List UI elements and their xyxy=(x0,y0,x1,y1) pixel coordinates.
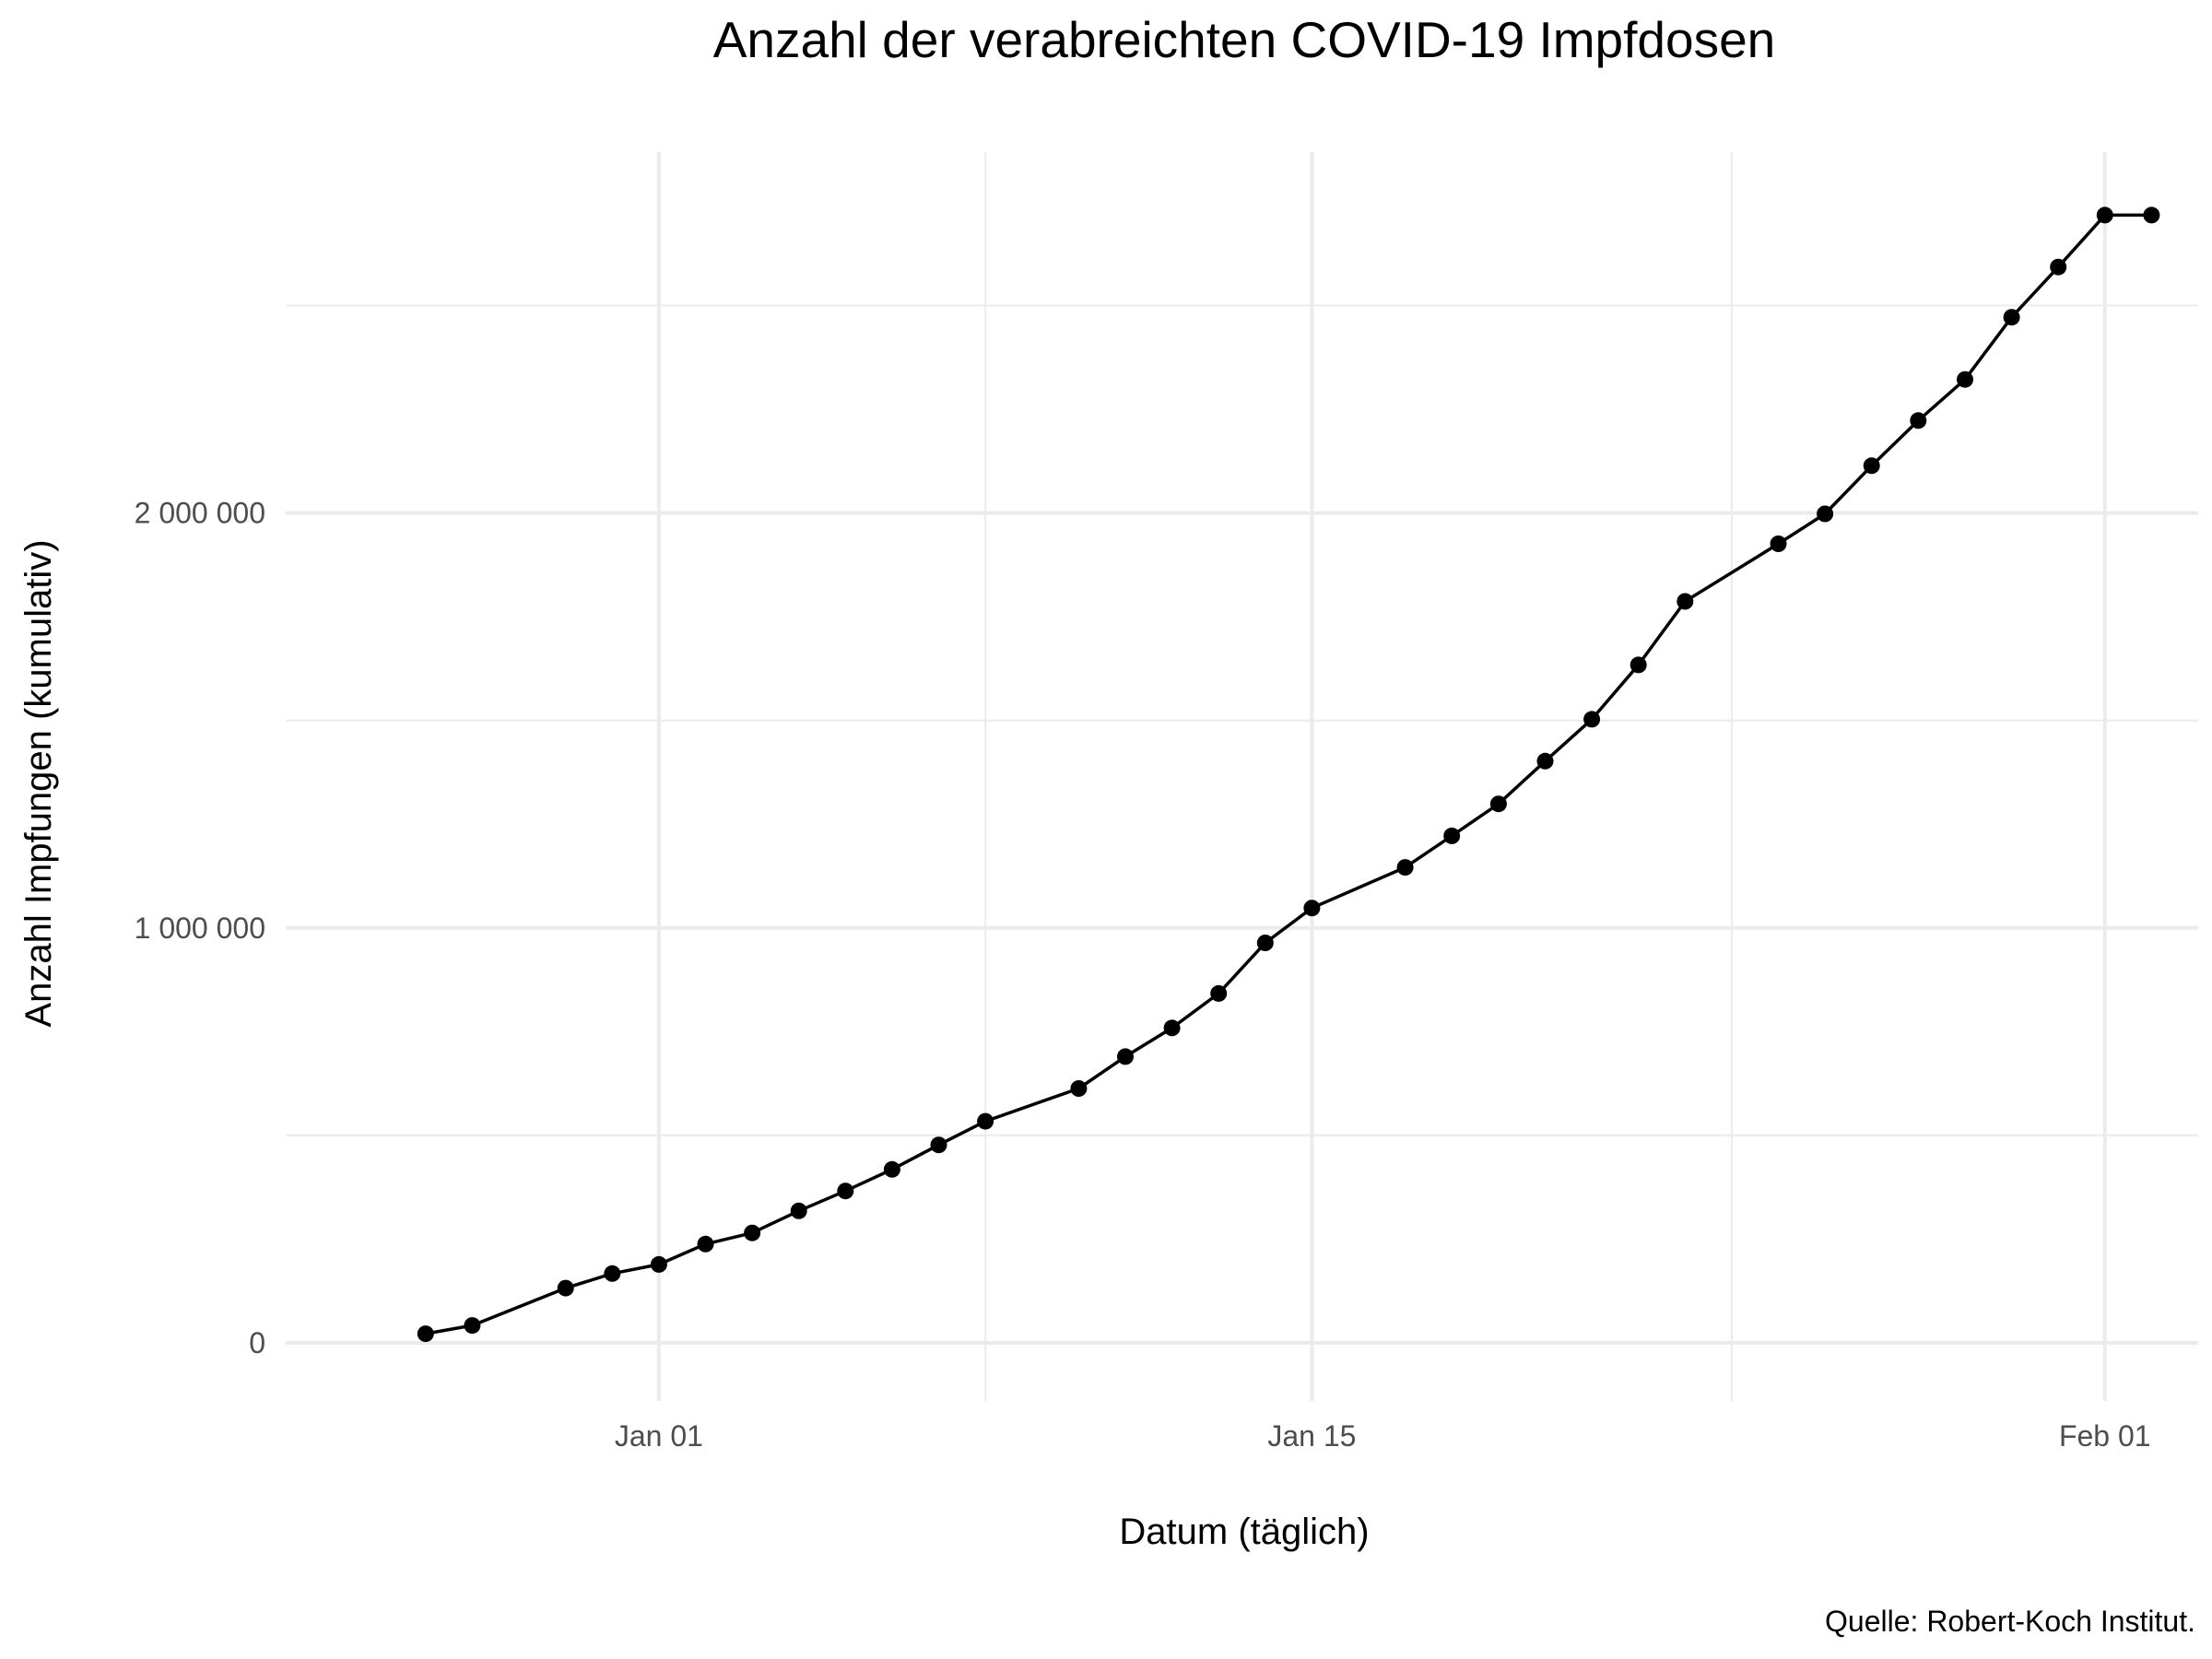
data-point xyxy=(464,1317,481,1335)
data-point xyxy=(1770,535,1787,552)
y-axis-title: Anzahl Impfungen (kumulativ) xyxy=(18,539,59,1027)
data-point xyxy=(1443,827,1461,844)
data-point xyxy=(1583,711,1601,728)
data-point xyxy=(1303,900,1321,917)
data-point xyxy=(1677,593,1694,610)
data-point xyxy=(744,1224,761,1241)
data-point xyxy=(1957,371,1973,388)
series-line xyxy=(425,213,2152,1335)
data-point xyxy=(837,1182,854,1200)
data-point xyxy=(650,1255,667,1273)
chart-title: Anzahl der verabreichten COVID-19 Impfdo… xyxy=(713,11,1776,68)
data-point xyxy=(697,1235,714,1253)
data-point xyxy=(1630,656,1647,674)
data-point xyxy=(557,1279,574,1297)
x-axis-title: Datum (täglich) xyxy=(1119,1512,1369,1552)
data-point xyxy=(1070,1080,1088,1097)
data-point xyxy=(604,1265,621,1282)
data-point xyxy=(930,1136,947,1154)
tick-labels: 0 1 000 000 2 000 000 Jan 01 Jan 15 Feb 01 xyxy=(135,497,2151,1453)
x-tick-label: Feb 01 xyxy=(2059,1419,2151,1453)
x-tick-label: Jan 01 xyxy=(615,1419,703,1453)
data-point xyxy=(1910,412,1927,429)
data-point xyxy=(883,1160,900,1178)
y-tick-label: 1 000 000 xyxy=(135,912,265,945)
data-point xyxy=(1210,984,1228,1002)
data-point xyxy=(2096,206,2113,224)
data-point xyxy=(977,1112,994,1130)
grid xyxy=(286,152,2198,1401)
source-caption: Quelle: Robert-Koch Institut. xyxy=(1825,1605,2195,1638)
data-point xyxy=(1863,457,1880,475)
data-point xyxy=(1117,1048,1134,1065)
data-point xyxy=(417,1325,434,1343)
series xyxy=(417,206,2160,1343)
data-point xyxy=(1256,935,1274,951)
y-tick-label: 2 000 000 xyxy=(135,497,265,530)
data-point xyxy=(1396,859,1414,877)
data-point xyxy=(790,1202,807,1219)
data-point xyxy=(2143,206,2160,224)
y-tick-label: 0 xyxy=(249,1326,265,1359)
data-point xyxy=(1817,505,1834,523)
data-point xyxy=(1536,752,1554,770)
data-point xyxy=(2050,258,2067,276)
data-point xyxy=(1163,1019,1181,1037)
data-point xyxy=(1489,795,1507,813)
data-point xyxy=(2003,309,2020,326)
x-tick-label: Jan 15 xyxy=(1267,1419,1356,1453)
